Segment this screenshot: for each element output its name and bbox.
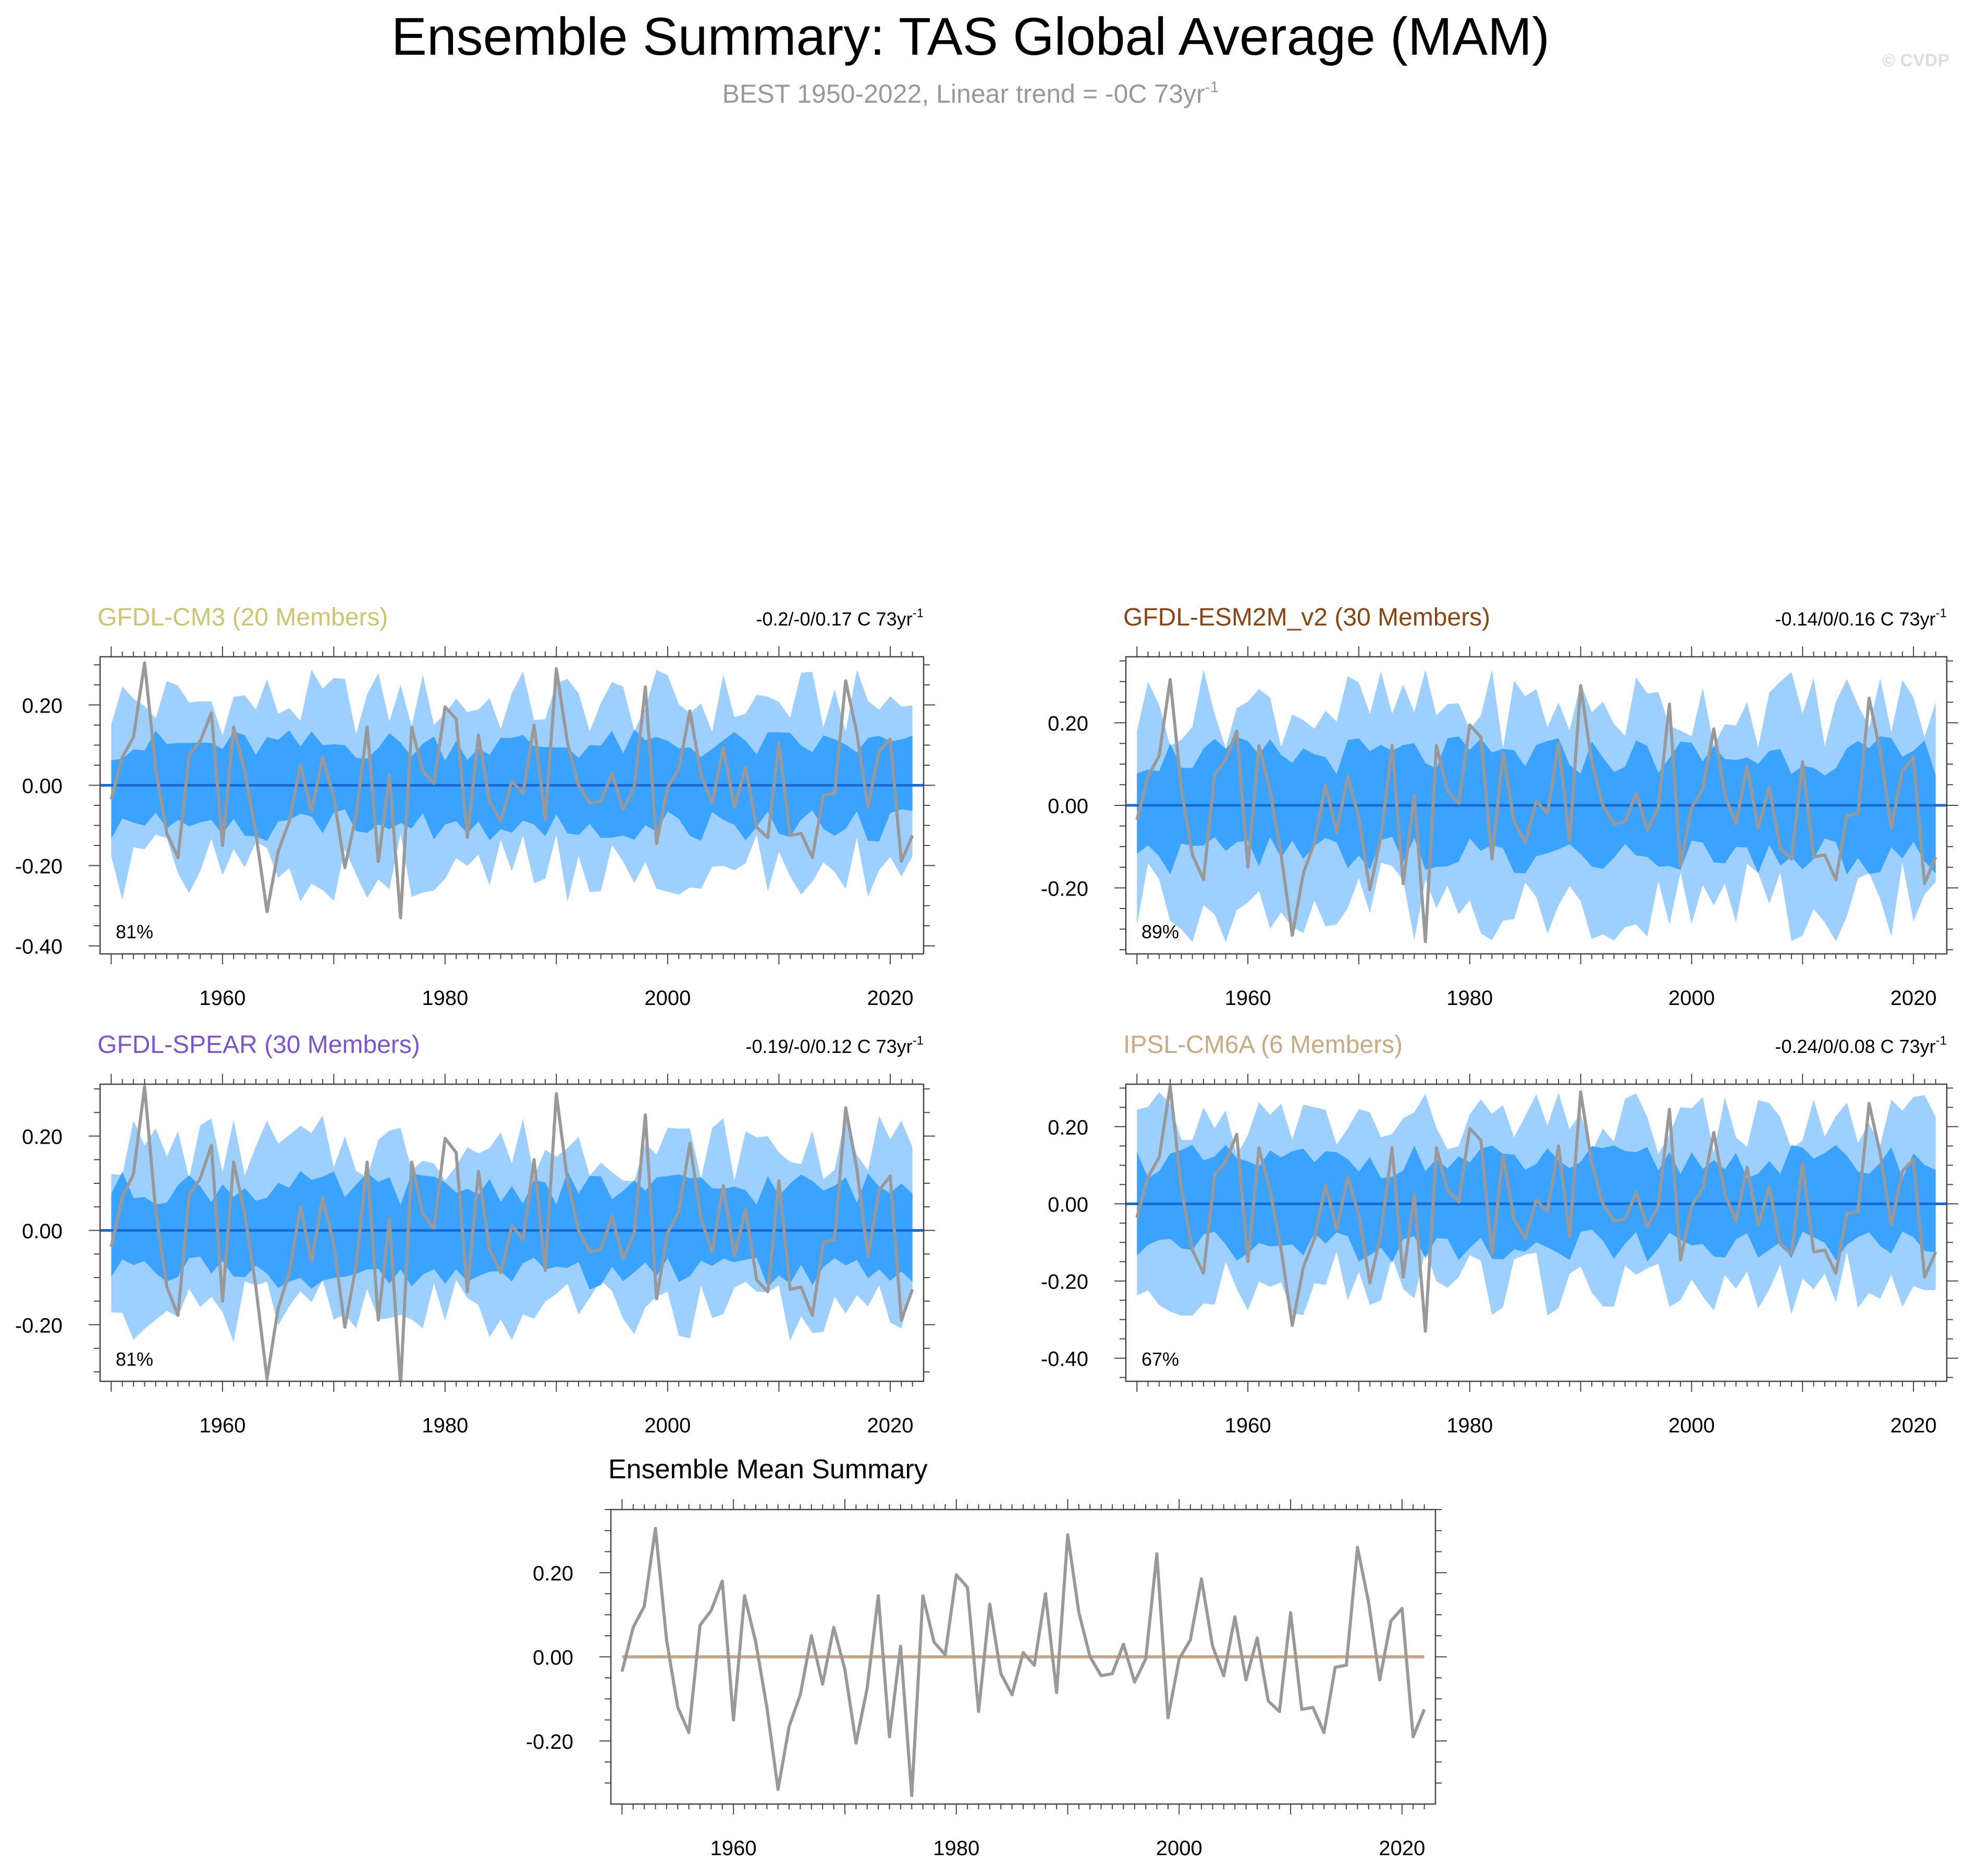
panel-gfdl-cm3: -0.40 -0.20 0.00 0.20 1960 1980 2000 2020 GFDL-C…: [15, 604, 935, 1010]
x-tick-label: 2000: [644, 987, 691, 1010]
panel-title: GFDL-CM3 (20 Members): [97, 604, 388, 631]
y-tick-label: 0.00: [1048, 1193, 1088, 1216]
figure-subtitle: BEST 1950-2022, Linear trend = -0C 73yr-…: [722, 79, 1219, 108]
figure-subtitle-main: BEST 1950-2022, Linear trend = -0C 73yr: [722, 79, 1205, 108]
panel-title: IPSL-CM6A (6 Members): [1123, 1031, 1403, 1059]
y-tick-label: 0.20: [22, 1126, 63, 1149]
x-tick-label: 2020: [867, 1414, 913, 1437]
x-tick-label: 1960: [710, 1837, 757, 1860]
axis-ticks: [599, 1499, 1447, 1814]
y-tick-label: 0.00: [22, 1220, 63, 1243]
y-tick-label: 0.20: [533, 1562, 573, 1585]
x-tick-label: 2020: [1379, 1837, 1425, 1860]
panel-title: Ensemble Mean Summary: [608, 1454, 928, 1485]
x-tick-label: 2020: [867, 987, 913, 1010]
trend-label-text: -0.2/-0/0.17 C 73yr: [756, 608, 913, 630]
panel-gfdl-esm2m-v2: -0.20 0.00 0.20 1960 1980 2000 2020 GFDL-ESM2M_…: [1041, 604, 1958, 1010]
observed-series-line: [1135, 1084, 1937, 1333]
panel-ensemble-mean: -0.20 0.00 0.20 1960 1980 2000 2020 Ensemble Me…: [526, 1454, 1447, 1860]
trend-label-superscript: -1: [913, 606, 924, 620]
x-tick-label: 1960: [199, 987, 245, 1010]
trend-label-superscript: -1: [1936, 606, 1947, 620]
trend-label: -0.2/-0/0.17 C 73yr-1: [756, 606, 924, 630]
axis-ticks: [89, 646, 935, 964]
y-tick-label: 0.00: [22, 775, 63, 798]
y-tick-label: -0.40: [15, 936, 63, 959]
y-tick-label: -0.40: [1041, 1348, 1088, 1371]
axis-ticks: [1114, 646, 1958, 964]
trend-label: -0.14/0/0.16 C 73yr-1: [1775, 606, 1947, 630]
x-tick-label: 2000: [644, 1414, 691, 1437]
x-tick-label: 2000: [1156, 1837, 1202, 1860]
x-tick-label: 2020: [1890, 987, 1937, 1010]
x-tick-label: 1980: [1446, 987, 1493, 1010]
y-tick-label: -0.20: [526, 1731, 573, 1754]
trend-label-text: -0.24/0/0.08 C 73yr: [1775, 1036, 1935, 1057]
observed-series-line: [109, 661, 914, 919]
y-tick-label: -0.20: [1041, 1271, 1088, 1294]
trend-label-text: -0.19/-0/0.12 C 73yr: [745, 1036, 912, 1057]
y-tick-label: -0.20: [15, 1314, 63, 1337]
y-tick-label: 0.20: [1048, 1116, 1088, 1139]
watermark: © CVDP: [1882, 51, 1949, 70]
figure-title: Ensemble Summary: TAS Global Average (MA…: [391, 7, 1550, 66]
x-tick-label: 1980: [1446, 1414, 1493, 1437]
y-tick-label: 0.00: [1048, 795, 1088, 818]
observed-series-line: [1135, 678, 1937, 943]
plot-area: [100, 1085, 924, 1381]
percent-label: 81%: [116, 1348, 153, 1370]
x-tick-label: 1980: [933, 1837, 979, 1860]
x-tick-label: 1980: [422, 1414, 468, 1437]
percent-label: 67%: [1141, 1348, 1179, 1370]
axis-ticks: [1114, 1074, 1958, 1392]
x-tick-label: 2000: [1668, 987, 1715, 1010]
plot-area: [1126, 1084, 1947, 1333]
percent-label: 81%: [116, 921, 153, 942]
observed-series-line: [109, 1085, 914, 1381]
panel-gfdl-spear: -0.20 0.00 0.20 1960 1980 2000 2020 GFDL-SPEAR …: [15, 1031, 935, 1437]
chart-panels: -0.40 -0.20 0.00 0.20 1960 1980 2000 2020 GFDL-C…: [15, 604, 1958, 1860]
plot-area: [100, 661, 924, 919]
percent-label: 89%: [1141, 921, 1179, 942]
trend-label-superscript: -1: [1936, 1034, 1947, 1048]
x-tick-label: 2020: [1890, 1414, 1937, 1437]
trend-label-text: -0.14/0/0.16 C 73yr: [1775, 608, 1935, 630]
trend-label-superscript: -1: [913, 1034, 924, 1048]
x-tick-label: 1960: [199, 1414, 245, 1437]
axis-ticks: [89, 1074, 935, 1392]
figure-subtitle-superscript: -1: [1205, 79, 1219, 96]
x-tick-label: 2000: [1668, 1414, 1715, 1437]
x-tick-label: 1960: [1225, 1414, 1271, 1437]
panel-title: GFDL-ESM2M_v2 (30 Members): [1123, 604, 1490, 631]
plot-area: [620, 1527, 1426, 1797]
x-tick-label: 1960: [1225, 987, 1271, 1010]
y-tick-label: -0.20: [1041, 877, 1088, 900]
y-tick-label: 0.20: [22, 694, 63, 717]
x-tick-label: 1980: [422, 987, 468, 1010]
y-tick-label: 0.00: [533, 1647, 573, 1670]
panel-title: GFDL-SPEAR (30 Members): [97, 1031, 420, 1059]
panel-ipsl-cm6a: -0.40 -0.20 0.00 0.20 1960 1980 2000 2020 IPSL-C…: [1041, 1031, 1958, 1437]
plot-area: [1126, 669, 1947, 943]
y-tick-label: 0.20: [1048, 713, 1088, 735]
y-tick-label: -0.20: [15, 855, 63, 878]
trend-label: -0.19/-0/0.12 C 73yr-1: [745, 1034, 924, 1057]
trend-label: -0.24/0/0.08 C 73yr-1: [1775, 1034, 1947, 1057]
observed-series-line: [620, 1527, 1426, 1797]
